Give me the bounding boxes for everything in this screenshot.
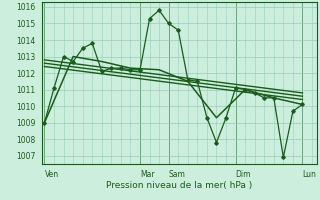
- X-axis label: Pression niveau de la mer( hPa ): Pression niveau de la mer( hPa ): [106, 181, 252, 190]
